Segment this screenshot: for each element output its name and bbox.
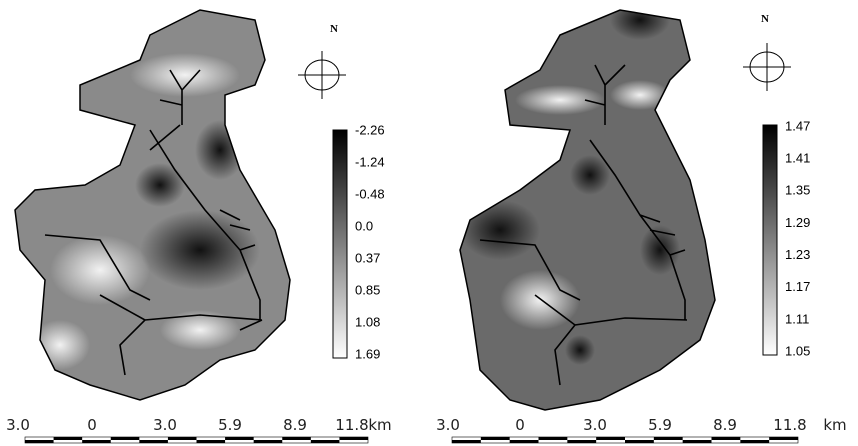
scale-bar [452,440,481,443]
scale-bar [712,437,741,440]
scale-bar [654,437,683,440]
legend-label: -0.48 [355,186,385,201]
scale-bar [225,437,254,440]
scale-label: 0 [87,416,97,434]
legend-label: 1.41 [785,151,810,166]
legend-label: 1.11 [785,311,809,326]
scale-bar [740,440,769,443]
legend-label: -2.26 [355,122,385,137]
north-cross [743,43,791,91]
scale-label: 8.9 [283,416,307,434]
north-label: N [330,23,338,35]
legend-label: 1.08 [355,314,380,329]
scale-bar [625,440,654,443]
scale-label: 8.9 [713,416,737,434]
color-bar [763,125,777,355]
scale-bar [311,440,340,443]
scale-bar [339,437,368,440]
scale-bar [282,437,311,440]
scale-label: 3.0 [153,416,177,434]
scale-bar [683,440,712,443]
legend-label: 1.29 [785,215,810,230]
legend-label: 0.85 [355,282,380,297]
scale-label: 3.0 [583,416,607,434]
scale-label: 5.9 [648,416,672,434]
scale-label: 11.8 [773,416,806,434]
scale-unit: km [368,416,391,434]
legend-label: -1.24 [355,154,385,169]
scale-bar [168,437,197,440]
scale-label: 0 [515,416,525,434]
legend-label: 1.69 [355,346,380,361]
scale-label: 5.9 [218,416,242,434]
scale-bar [54,437,83,440]
legend-label: 1.23 [785,247,810,262]
color-bar [333,130,347,358]
scale-bar [82,440,111,443]
scale-bar [769,437,798,440]
scale-label: 11.8 [335,416,368,434]
scale-bar [197,440,226,443]
left-map [0,0,347,410]
figure: N -2.26 -1.24 -0.48 0.0 0.37 0.85 1.08 1.69 3.0 0 3… [0,0,858,446]
scale-bar [25,440,54,443]
scale-unit: km [823,416,846,434]
scale-bar [596,437,625,440]
scale-bar [139,440,168,443]
scale-bar [510,440,539,443]
right-map [440,0,791,420]
north-label: N [761,13,769,25]
legend-label: 1.35 [785,183,810,198]
scale-bar [481,437,510,440]
scale-bar [567,440,596,443]
legend-label: 0.37 [355,250,380,265]
legend-label: 0.0 [355,218,373,233]
scale-bar [539,437,568,440]
scale-bar [254,440,283,443]
scale-label: 3.0 [436,416,460,434]
legend-label: 1.47 [785,118,810,133]
scale-label: 3.0 [6,416,30,434]
legend-label: 1.05 [785,343,810,358]
scale-bar [111,437,140,440]
legend-label: 1.17 [785,279,810,294]
north-cross [298,51,346,99]
